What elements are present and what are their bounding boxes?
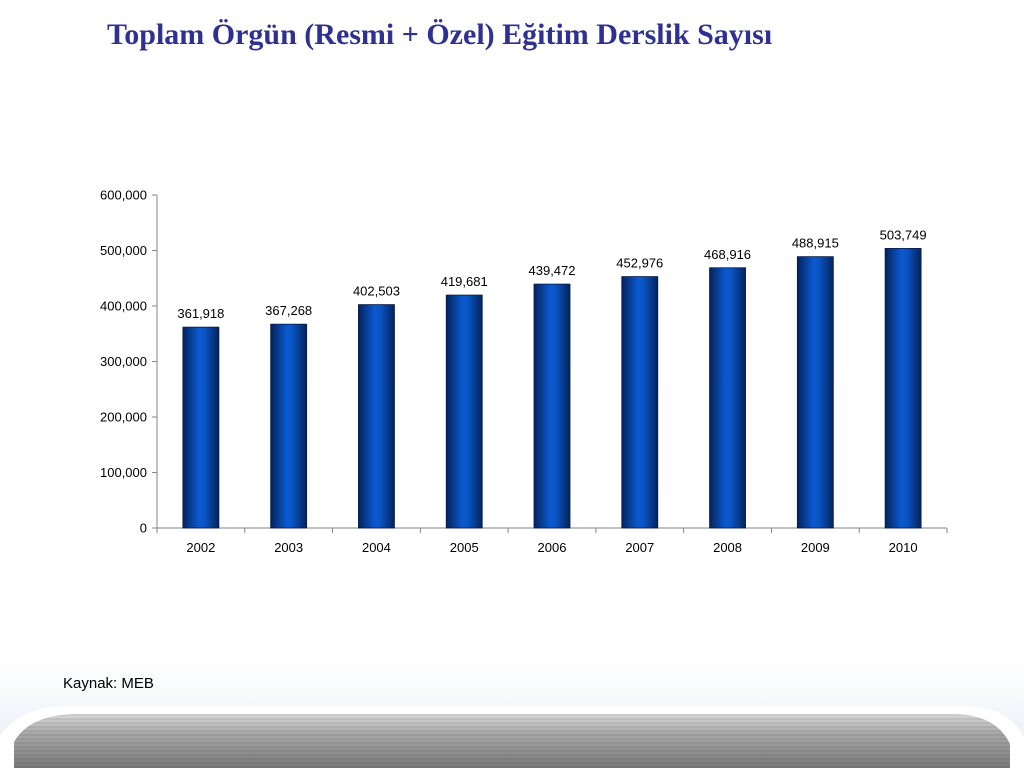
y-tick-label: 600,000 — [100, 188, 147, 203]
data-label: 402,503 — [353, 284, 400, 299]
bar-chart: 0 100,000 200,000 300,000 400,000 500,000 600,… — [100, 188, 948, 555]
x-tick-label: 2007 — [625, 540, 654, 555]
bar-2008 — [709, 267, 746, 529]
data-label: 452,976 — [616, 256, 663, 271]
y-tick-label: 0 — [140, 521, 147, 536]
footer-decoration — [0, 706, 1024, 768]
bar-2003 — [270, 323, 308, 529]
y-tick-label: 200,000 — [100, 410, 147, 425]
x-tick-label: 2003 — [274, 540, 303, 555]
bar-2005 — [445, 294, 483, 529]
data-label: 503,749 — [880, 227, 927, 242]
y-tick-label: 400,000 — [100, 299, 147, 314]
bar-2006 — [533, 283, 571, 529]
x-tick-label: 2009 — [801, 540, 830, 555]
bar-2002 — [182, 326, 220, 529]
data-label: 419,681 — [441, 274, 488, 289]
x-tick-label: 2002 — [186, 540, 215, 555]
bar-2007 — [621, 276, 659, 529]
source-note: Kaynak: MEB — [63, 675, 154, 692]
y-tick-label: 300,000 — [100, 354, 147, 369]
data-label: 439,472 — [529, 263, 576, 278]
x-tick-label: 2008 — [713, 540, 742, 555]
x-tick-label: 2006 — [538, 540, 567, 555]
bar-2010 — [884, 248, 922, 529]
x-tick-label: 2004 — [362, 540, 391, 555]
data-label: 361,918 — [177, 306, 224, 321]
data-label: 488,915 — [792, 236, 839, 251]
x-tick-label: 2005 — [450, 540, 479, 555]
slide-title: Toplam Örgün (Resmi + Özel) Eğitim Dersl… — [107, 18, 773, 51]
data-label: 367,268 — [265, 303, 312, 318]
bar-2004 — [358, 304, 395, 529]
y-tick-label: 500,000 — [100, 243, 147, 258]
y-tick-label: 100,000 — [100, 465, 147, 480]
x-tick-label: 2010 — [889, 540, 918, 555]
data-label: 468,916 — [704, 247, 751, 262]
bar-2009 — [796, 256, 834, 529]
